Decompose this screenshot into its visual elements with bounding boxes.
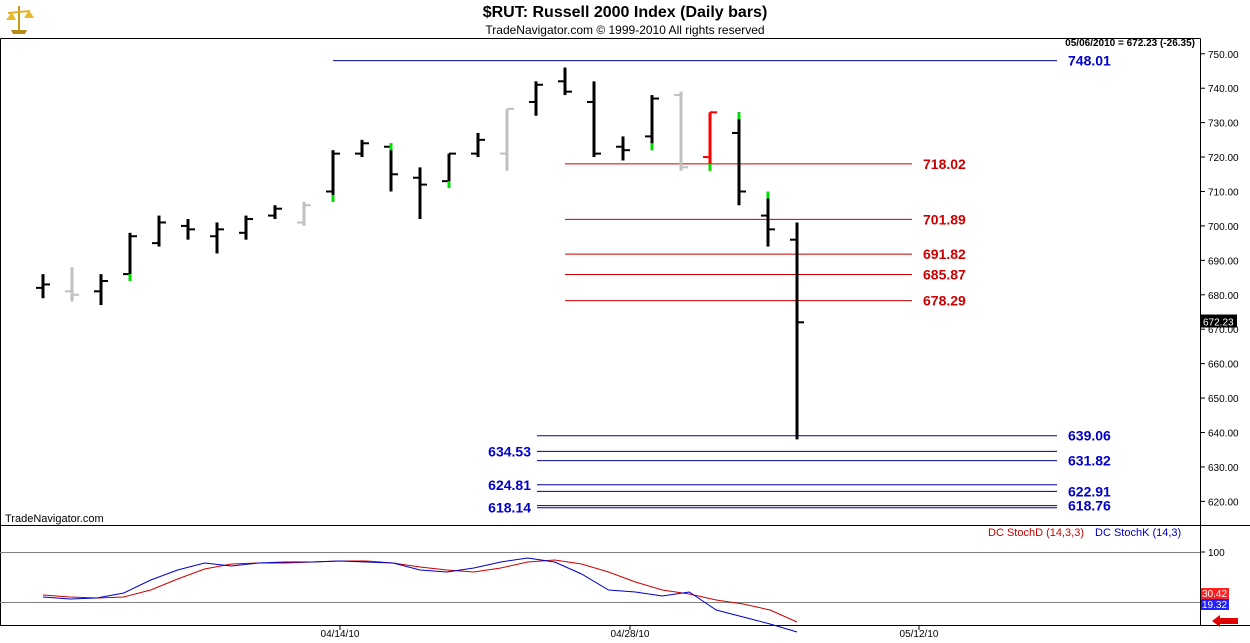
chart-copyright: TradeNavigator.com © 1999-2010 All right…	[485, 23, 764, 37]
stoch-tick-label: 100	[1208, 548, 1225, 559]
ohlc-bar	[326, 150, 340, 202]
ohlc-bar	[152, 215, 166, 247]
x-tick-label: 05/12/10	[900, 629, 939, 640]
price-tick-label: 690.00	[1208, 256, 1239, 267]
ohlc-bar	[268, 205, 282, 220]
ohlc-bar	[616, 136, 630, 161]
stoch-d-last-tag: 30.42	[1201, 588, 1229, 600]
stoch-lines	[42, 557, 798, 633]
price-tag-label: 672.23	[1203, 318, 1234, 329]
stoch-k-last-label: 19.32	[1202, 600, 1227, 611]
ohlc-bar	[790, 222, 804, 440]
ohlc-bar	[36, 274, 50, 299]
stoch-d-legend: DC StochD (14,3,3)	[988, 527, 1084, 539]
level-label: 718.02	[923, 156, 966, 172]
price-tick-label: 630.00	[1208, 463, 1239, 474]
ohlc-bar	[500, 107, 514, 171]
price-tick-label: 680.00	[1208, 291, 1239, 302]
level-label: 624.81	[488, 477, 531, 493]
price-axis: 620.00 630.00 640.00 650.00 660.00 670.00 680.…	[1200, 50, 1239, 508]
x-tick-label: 04/14/10	[321, 629, 360, 640]
price-bars	[36, 67, 804, 440]
level-label: 685.87	[923, 267, 966, 283]
level-lines: 748.01 718.02 701.89 691.82 685.87 678.29 639.…	[333, 53, 1111, 516]
ohlc-bar	[645, 95, 659, 151]
ohlc-bar	[297, 201, 311, 226]
price-tick-label: 660.00	[1208, 360, 1239, 371]
level-label: 622.91	[1068, 483, 1111, 499]
price-tick-label: 750.00	[1208, 50, 1239, 61]
panel-frames	[0, 38, 1250, 626]
last-quote: 05/06/2010 = 672.23 (-26.35)	[1065, 38, 1195, 49]
ohlc-bar	[761, 191, 775, 247]
price-tag: 672.23	[1201, 314, 1237, 329]
level-label: 701.89	[923, 211, 966, 227]
level-label: 634.53	[488, 443, 531, 459]
stoch-d-line	[42, 559, 798, 623]
price-tick-label: 720.00	[1208, 153, 1239, 164]
price-tick-label: 650.00	[1208, 394, 1239, 405]
level-label: 618.14	[488, 500, 531, 516]
stoch-k-legend: DC StochK (14,3)	[1095, 527, 1181, 539]
level-label: 618.76	[1068, 498, 1111, 514]
ohlc-bar	[442, 152, 456, 189]
ohlc-bar	[732, 112, 746, 206]
ohlc-bar	[65, 267, 79, 302]
ohlc-bar	[94, 274, 108, 306]
ohlc-bar	[471, 132, 485, 158]
price-tick-label: 640.00	[1208, 428, 1239, 439]
price-tick-label: 740.00	[1208, 84, 1239, 95]
stoch-k-last-tag: 19.32	[1201, 599, 1229, 611]
level-label: 678.29	[923, 293, 966, 309]
ohlc-bar	[587, 81, 601, 158]
x-axis: 04/14/10 04/28/10 05/12/10	[321, 625, 939, 640]
ohlc-bar	[181, 219, 195, 240]
stoch-d-last-label: 30.42	[1202, 589, 1227, 600]
ohlc-bar	[703, 111, 717, 171]
level-label: 748.01	[1068, 53, 1111, 69]
ohlc-bar	[384, 143, 398, 192]
ohlc-bar	[558, 67, 572, 96]
price-tick-label: 620.00	[1208, 497, 1239, 508]
stoch-k-line	[42, 557, 798, 633]
trading-scale-icon	[2, 2, 36, 36]
arrow-left-icon[interactable]	[1212, 615, 1238, 627]
ohlc-bar	[413, 167, 427, 220]
ohlc-bar	[529, 81, 543, 116]
ohlc-bar	[355, 139, 369, 158]
chart-title: $RUT: Russell 2000 Index (Daily bars)	[483, 4, 768, 21]
level-label: 691.82	[923, 246, 966, 262]
price-tick-label: 710.00	[1208, 187, 1239, 198]
ohlc-bar	[239, 215, 253, 240]
price-tick-label: 670.00	[1208, 325, 1239, 336]
x-tick-label: 04/28/10	[611, 629, 650, 640]
ohlc-bar	[210, 222, 224, 254]
ohlc-bar	[674, 91, 688, 171]
watermark-text: TradeNavigator.com	[5, 513, 104, 525]
price-tick-label: 700.00	[1208, 222, 1239, 233]
level-label: 639.06	[1068, 428, 1111, 444]
level-label: 631.82	[1068, 453, 1111, 469]
ohlc-bar	[123, 232, 137, 281]
price-tick-label: 730.00	[1208, 119, 1239, 130]
